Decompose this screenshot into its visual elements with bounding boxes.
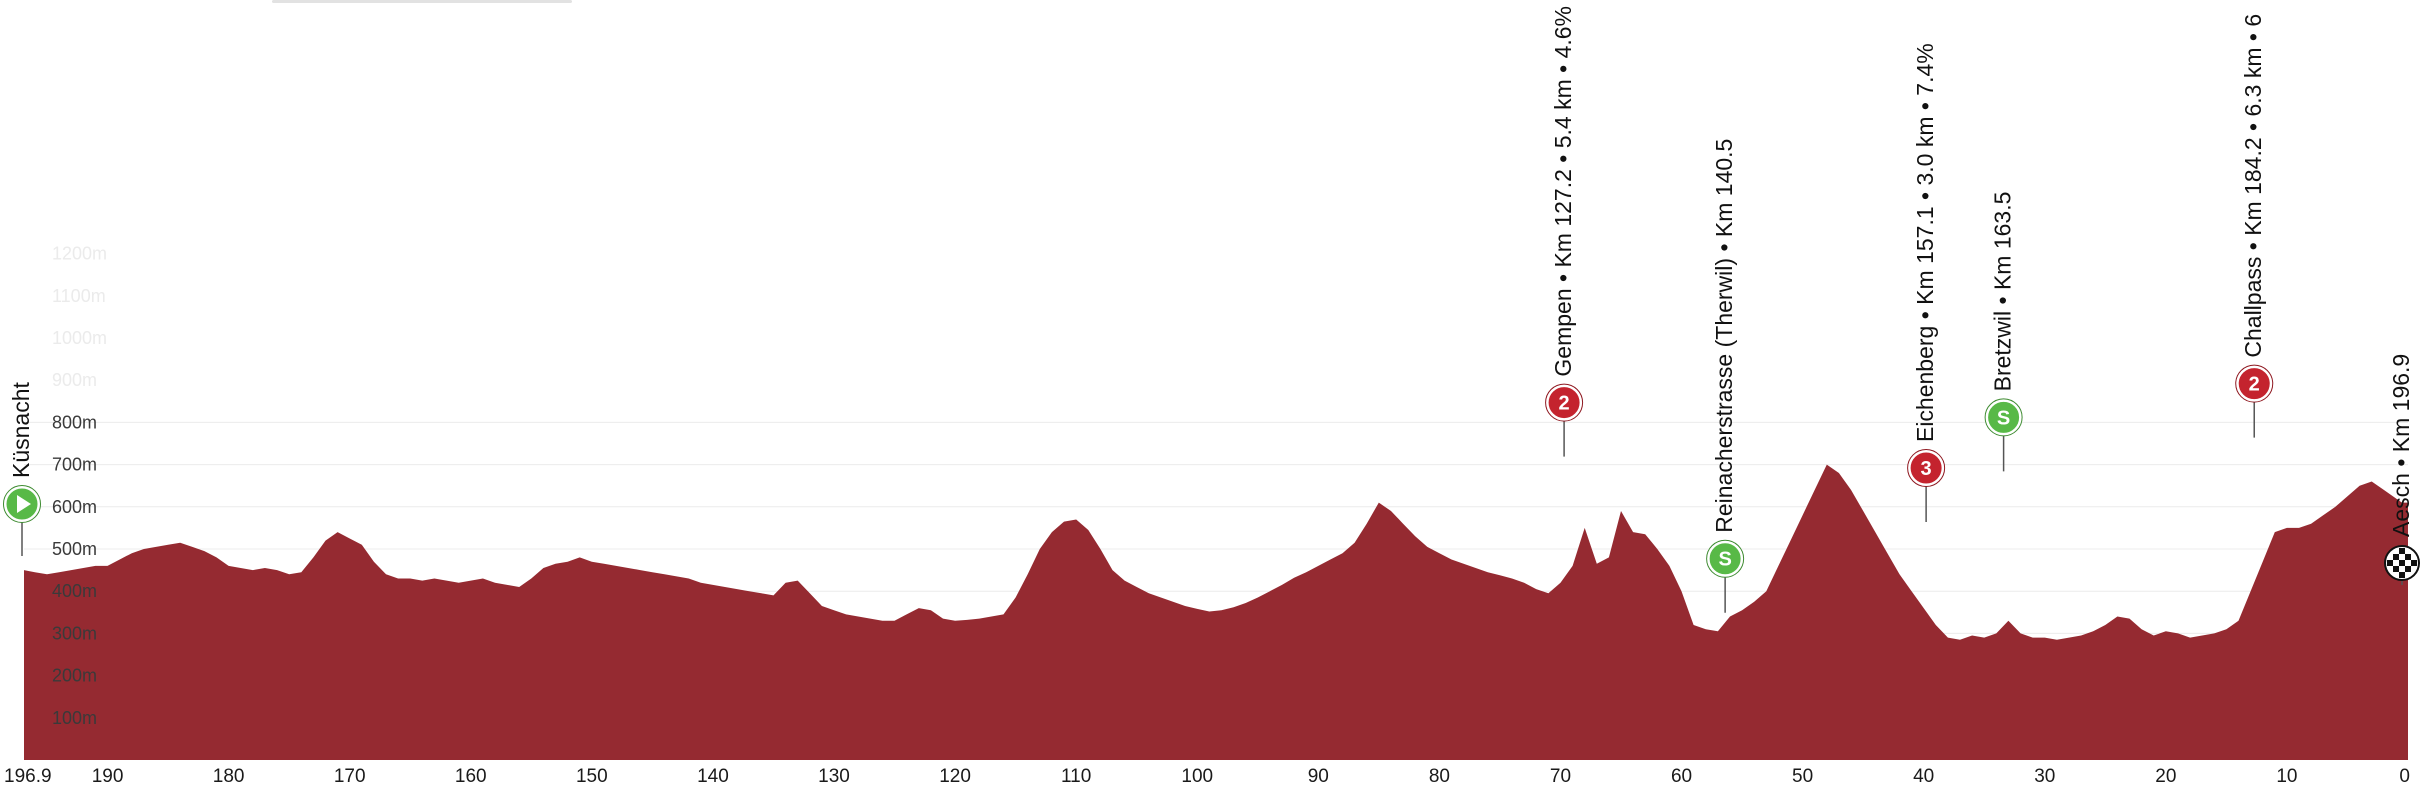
finish-flag-square <box>2399 548 2405 554</box>
marker-label-0: Gempen • Km 127.2 • 5.4 km • 4.6% <box>1550 6 1576 377</box>
x-tick-label-60: 60 <box>1671 766 1692 787</box>
x-tick-label-160: 160 <box>455 766 487 787</box>
marker-label-4: Challpass • Km 184.2 • 6.3 km • 6 <box>2240 14 2266 358</box>
elevation-area <box>24 464 2408 760</box>
marker-badge-4 <box>2235 365 2273 403</box>
finish-flag-square <box>2405 554 2411 560</box>
x-tick-label-90: 90 <box>1308 766 1329 787</box>
finish-flag-square <box>2411 560 2417 566</box>
marker-badge-ring-3 <box>1984 398 2023 437</box>
finish-flag-icon <box>2384 545 2420 581</box>
marker-badge-ring-0 <box>1545 383 1584 422</box>
y-axis: 100m 200m 300m 400m 500m 600m 700m 800m 900m 1000… <box>52 244 107 728</box>
y-tick-label-1000: 1000m <box>52 328 107 348</box>
x-tick-label-0: 0 <box>2399 766 2410 787</box>
finish-flag-square <box>2393 554 2399 560</box>
marker-badge-ring-1 <box>1706 539 1745 578</box>
marker-label-5: Küsnacht <box>8 381 34 478</box>
y-tick-label-700: 700m <box>52 455 97 475</box>
marker-badge-text-0: 2 <box>1559 393 1570 415</box>
marker-label-3: Bretzwil • Km 163.5 <box>1990 192 2016 392</box>
marker-badge-text-1: S <box>1718 549 1731 571</box>
finish-flag-square <box>2387 560 2393 566</box>
marker-badge-ring-5 <box>3 485 41 523</box>
x-tick-label-140: 140 <box>697 766 729 787</box>
y-tick-label-1200: 1200m <box>52 244 107 264</box>
marker-badge-text-4: 2 <box>2249 374 2260 396</box>
marker-badge-3 <box>1985 398 2023 436</box>
marker-badge-text-3: S <box>1997 407 2010 429</box>
climb-markers: 2 Gempen • Km 127.2 • 5.4 km • 4.6% S Reina… <box>3 6 2420 613</box>
marker-badge-2 <box>1907 449 1945 487</box>
y-tick-label-500: 500m <box>52 539 97 559</box>
marker-label-1: Reinacherstrasse (Therwil) • Km 140.5 <box>1711 139 1737 533</box>
elevation-area-path <box>24 464 2408 760</box>
x-tick-label-180: 180 <box>213 766 245 787</box>
x-tick-label-150: 150 <box>576 766 608 787</box>
y-tick-label-900: 900m <box>52 370 97 390</box>
marker-badge-text-2: 3 <box>1921 458 1932 480</box>
y-tick-label-400: 400m <box>52 581 97 601</box>
marker-badge-ring-2 <box>1907 449 1946 488</box>
x-tick-label-50: 50 <box>1792 766 1813 787</box>
horizontal-scrollbar[interactable] <box>272 0 572 3</box>
y-tick-label-200: 200m <box>52 666 97 686</box>
x-tick-label-130: 130 <box>818 766 850 787</box>
x-tick-label-80: 80 <box>1429 766 1450 787</box>
x-tick-label-10: 10 <box>2276 766 2297 787</box>
x-tick-label-170: 170 <box>334 766 366 787</box>
x-tick-label-20: 20 <box>2155 766 2176 787</box>
y-tick-label-600: 600m <box>52 497 97 517</box>
finish-flag-square <box>2399 560 2405 566</box>
marker-badge-1 <box>1706 540 1744 578</box>
x-tick-label-40: 40 <box>1913 766 1934 787</box>
marker-label-2: Eichenberg • Km 157.1 • 3.0 km • 7.4% <box>1912 43 1938 442</box>
y-tick-label-800: 800m <box>52 412 97 432</box>
finish-flag-square <box>2405 566 2411 572</box>
y-tick-label-300: 300m <box>52 623 97 643</box>
x-tick-label-70: 70 <box>1550 766 1571 787</box>
x-tick-label-120: 120 <box>939 766 971 787</box>
marker-badge-0 <box>1545 384 1583 422</box>
finish-flag-square <box>2399 572 2405 578</box>
x-tick-label-196.9: 196.9 <box>4 766 52 787</box>
x-tick-label-190: 190 <box>92 766 124 787</box>
start-play-icon <box>17 495 31 513</box>
y-tick-label-1100: 1100m <box>52 286 106 306</box>
y-tick-label-100: 100m <box>52 708 97 728</box>
x-tick-label-100: 100 <box>1181 766 1213 787</box>
x-tick-label-30: 30 <box>2034 766 2055 787</box>
x-axis: 196.9 190 180 170 160 150 140 130 120 110 100 90 80 7… <box>4 766 2410 787</box>
marker-badge-ring-4 <box>2235 364 2274 403</box>
x-tick-label-110: 110 <box>1061 766 1091 787</box>
marker-label-6: Aesch • Km 196.9 <box>2388 354 2414 537</box>
finish-flag-square <box>2393 566 2399 572</box>
